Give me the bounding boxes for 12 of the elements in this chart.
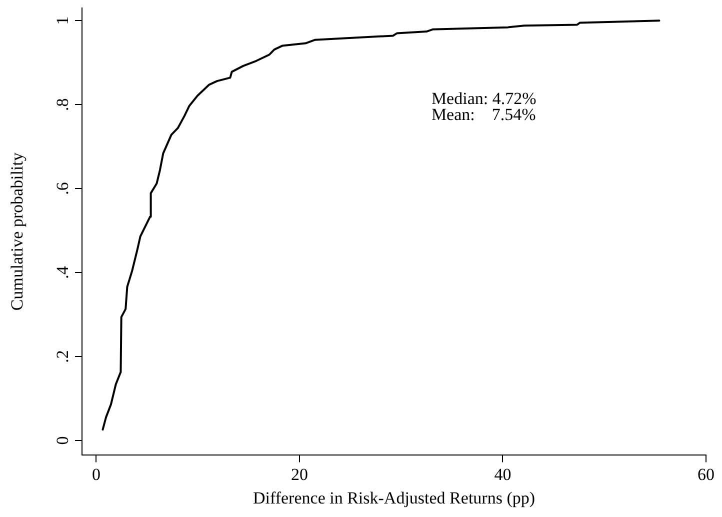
y-tick-label: .8 [52,98,72,111]
x-tick-label: 0 [92,464,100,484]
x-axis-title: Difference in Risk-Adjusted Returns (pp) [252,488,536,508]
x-tick-label: 40 [494,464,512,484]
x-tick-label: 60 [698,464,714,484]
y-tick-label: 0 [52,436,72,445]
y-tick-label: .6 [52,182,72,195]
y-tick-label: .4 [52,266,72,279]
y-axis-title: Cumulative probability [8,152,27,311]
y-tick-label: .2 [52,350,72,363]
y-tick-label: 1 [52,16,72,25]
x-tick-label: 20 [290,464,308,484]
